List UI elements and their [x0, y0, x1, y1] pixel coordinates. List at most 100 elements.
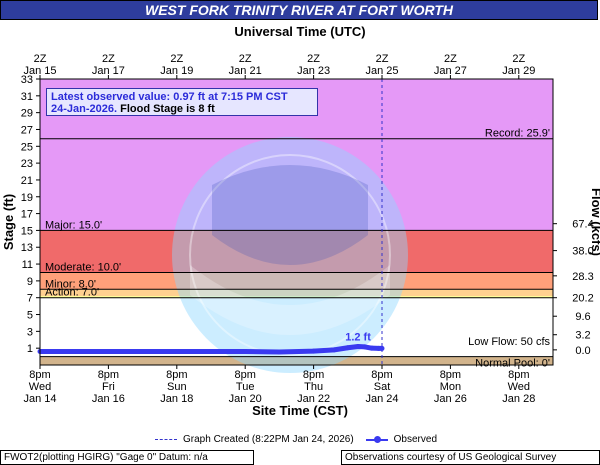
right-tick-label: 3.2 [575, 330, 590, 342]
low-flow-label: Low Flow: 50 cfs [468, 336, 550, 348]
bottom-tick-date: Jan 16 [92, 393, 125, 405]
bottom-tick-time: 8pm [508, 369, 529, 381]
right-tick-label: 28.3 [572, 271, 593, 283]
left-tick-label: 3 [27, 326, 33, 338]
observed-series: 1.2 ft [37, 331, 385, 355]
observed-legend-label: Observed [393, 434, 438, 445]
left-tick-label: 31 [21, 91, 33, 103]
observed-point [276, 349, 282, 355]
top-tick-hour: 2Z [239, 53, 252, 65]
top-axis-title: Universal Time (UTC) [234, 24, 365, 39]
bottom-tick-day: Sat [374, 381, 391, 393]
top-tick-date: Jan 15 [23, 65, 56, 77]
noaa-seal-wave [190, 265, 390, 335]
bottom-tick-time: 8pm [303, 369, 324, 381]
top-tick-date: Jan 25 [365, 65, 398, 77]
threshold-label: Record: 25.9' [485, 128, 550, 140]
bottom-tick-date: Jan 26 [434, 393, 467, 405]
observed-point [355, 343, 361, 349]
bottom-tick-day: Mon [440, 381, 461, 393]
flood-stage-text: Flood Stage is 8 ft [120, 103, 215, 115]
left-tick-label: 27 [21, 124, 33, 136]
flood-zones [40, 79, 553, 365]
threshold-label: Action: 7.0' [45, 287, 99, 299]
left-tick-label: 13 [21, 242, 33, 254]
observed-point [174, 349, 180, 355]
left-tick-label: 17 [21, 209, 33, 221]
threshold-label: Minor: 8.0' [45, 278, 96, 290]
bottom-tick-time: 8pm [440, 369, 461, 381]
left-tick-label: 15 [21, 225, 33, 237]
station-info: FWOT2(plotting HGIRG) "Gage 0" Datum: n/… [0, 450, 254, 465]
graph-created-dash-icon [155, 439, 177, 440]
noaa-watermark [172, 137, 408, 373]
bottom-tick-time: 8pm [98, 369, 119, 381]
observed-point [376, 345, 382, 351]
hydrograph-chart: Record: 25.9' Major: 15.0' Moderate: 10.0'… [1, 24, 600, 418]
observed-line [40, 343, 382, 355]
bottom-tick-time: 8pm [166, 369, 187, 381]
threshold-label: Normal Pool: 0' [475, 358, 550, 370]
left-tick-label: 1 [27, 343, 33, 355]
observed-point [242, 349, 248, 355]
data-credit: Observations courtesy of US Geological S… [341, 450, 600, 465]
top-tick-hour: 2Z [307, 53, 320, 65]
bottom-tick-time: 8pm [29, 369, 50, 381]
noaa-seal-circle [172, 137, 408, 373]
threshold-label: Major: 15.0' [45, 219, 102, 231]
threshold-label: Moderate: 10.0' [45, 261, 121, 273]
left-tick-label: 29 [21, 108, 33, 120]
bottom-tick-day: Wed [508, 381, 530, 393]
observed-point [331, 347, 337, 353]
bottom-tick-date: Jan 14 [23, 393, 56, 405]
threshold-lines: Record: 25.9' Major: 15.0' Moderate: 10.0'… [40, 79, 553, 370]
chart-title: WEST FORK TRINITY RIVER AT FORT WORTH [0, 0, 598, 20]
top-tick-hour: 2Z [34, 53, 47, 65]
observed-point [208, 349, 214, 355]
zone-moderate [40, 272, 553, 290]
zone-minor [40, 289, 553, 298]
left-tick-label: 7 [27, 293, 33, 305]
zone-action [40, 296, 553, 298]
bottom-tick-date: Jan 18 [160, 393, 193, 405]
bottom-axis-title: Site Time (CST) [252, 403, 348, 418]
left-tick-label: 9 [27, 276, 33, 288]
top-tick-date: Jan 17 [92, 65, 125, 77]
top-tick-hour: 2Z [170, 53, 183, 65]
latest-observation-box: Latest observed value: 0.97 ft at 7:15 P… [46, 88, 318, 116]
top-tick-hour: 2Z [102, 53, 115, 65]
bottom-tick-time: 8pm [371, 369, 392, 381]
footer: FWOT2(plotting HGIRG) "Gage 0" Datum: n/… [0, 450, 600, 465]
observed-line-icon [365, 435, 388, 443]
bottom-tick-day: Tue [236, 381, 255, 393]
right-axis-title: Flow (kcfs) [589, 188, 600, 256]
zone-major [40, 230, 553, 273]
bottom-tick-day: Wed [29, 381, 51, 393]
top-tick-date: Jan 29 [502, 65, 535, 77]
observed-point [71, 349, 77, 355]
observed-point [140, 349, 146, 355]
right-tick-label: 20.2 [572, 293, 593, 305]
observed-point [379, 345, 385, 351]
left-tick-label: 25 [21, 141, 33, 153]
latest-observed-text: Latest observed value: 0.97 ft at 7:15 P… [51, 91, 288, 103]
left-tick-label: 23 [21, 158, 33, 170]
legend: Graph Created (8:22PM Jan 24, 2026) Obse… [0, 432, 600, 448]
top-tick-hour: 2Z [376, 53, 389, 65]
top-tick-date: Jan 23 [297, 65, 330, 77]
top-tick-date: Jan 19 [160, 65, 193, 77]
left-tick-label: 33 [21, 74, 33, 86]
noaa-seal-ring [189, 154, 391, 356]
noaa-seal-bird [212, 165, 368, 265]
right-tick-label: 9.6 [575, 311, 590, 323]
bottom-tick-date: Jan 24 [365, 393, 398, 405]
latest-observed-date: 24-Jan-2026. [51, 103, 118, 115]
right-tick-label: 67.4 [572, 219, 593, 231]
observed-point [311, 348, 317, 354]
top-tick-hour: 2Z [512, 53, 525, 65]
zone-normal [40, 356, 553, 365]
plot-frame [39, 78, 554, 366]
bottom-tick-date: Jan 28 [502, 393, 535, 405]
left-tick-label: 19 [21, 192, 33, 204]
observed-point [105, 349, 111, 355]
